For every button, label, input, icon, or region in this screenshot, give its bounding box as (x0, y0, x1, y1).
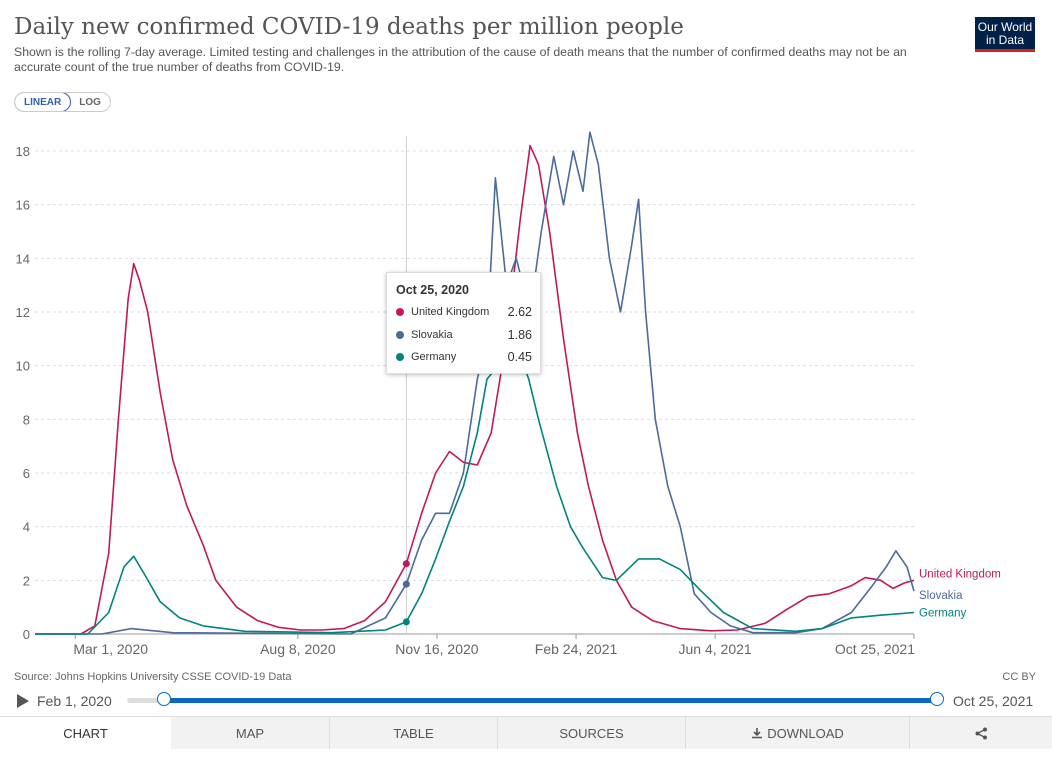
y-tick-label: 10 (16, 359, 30, 374)
play-icon[interactable] (17, 694, 29, 708)
y-tick-label: 4 (23, 520, 30, 535)
series-group (35, 131, 915, 635)
y-axis-ticks: 0 2 4 6 8 10 12 14 16 18 (16, 144, 30, 642)
hover-dot-united-kingdom (402, 560, 410, 568)
tooltip: Oct 25, 2020 United Kingdom 2.62 Slovaki… (386, 272, 541, 374)
y-tick-label: 14 (16, 251, 30, 266)
uk-color-dot (396, 308, 404, 316)
share-icon (975, 727, 987, 739)
tooltip-series-value: 2.62 (507, 305, 532, 319)
tab-download-label: DOWNLOAD (767, 725, 844, 741)
timeline-start-label: Feb 1, 2020 (37, 693, 112, 709)
x-tick-label: Mar 1, 2020 (73, 641, 148, 657)
timeline-start-handle[interactable] (157, 692, 171, 706)
tooltip-row-slovakia: Slovakia 1.86 (396, 327, 532, 343)
y-tick-label: 0 (23, 627, 30, 642)
scale-toggle: LINEAR LOG (14, 92, 111, 112)
tab-download[interactable]: DOWNLOAD (686, 717, 910, 749)
tooltip-series-name: United Kingdom (411, 306, 490, 318)
x-tick-label: Oct 25, 2021 (835, 641, 915, 657)
tooltip-row-united-kingdom: United Kingdom 2.62 (396, 304, 532, 320)
linear-scale-button[interactable]: LINEAR (14, 93, 72, 111)
log-scale-button[interactable]: LOG (79, 97, 101, 108)
license-link[interactable]: CC BY (1002, 671, 1036, 683)
x-tick-label: Aug 8, 2020 (260, 641, 336, 657)
series-line-united-kingdom (35, 144, 915, 635)
end-label-germany: Germany (919, 608, 967, 620)
hover-dot-germany (402, 618, 410, 626)
y-tick-label: 12 (16, 305, 30, 320)
timeline-end-label: Oct 25, 2021 (953, 693, 1034, 709)
logo-line-2: in Data (985, 33, 1025, 47)
tab-share[interactable] (910, 717, 1052, 749)
owid-logo[interactable]: Our World in Data (975, 17, 1035, 52)
y-tick-label: 8 (23, 412, 30, 427)
logo-line-1: Our World (977, 20, 1033, 34)
end-label-slovakia: Slovakia (919, 590, 963, 602)
tab-map[interactable]: MAP (171, 717, 330, 749)
timeline-end-handle[interactable] (930, 692, 944, 706)
tab-chart[interactable]: CHART (0, 717, 171, 749)
chart-subtitle: Shown is the rolling 7-day average. Limi… (14, 45, 907, 74)
series-end-labels: United Kingdom Slovakia Germany (919, 568, 1001, 619)
line-chart[interactable]: 0 2 4 6 8 10 12 14 16 18 Mar 1, 2020 Aug 8, 2020 No… (0, 115, 1052, 665)
germany-color-dot (396, 353, 404, 361)
tooltip-series-name: Slovakia (411, 329, 453, 341)
download-icon (752, 728, 763, 739)
tab-table[interactable]: TABLE (330, 717, 498, 749)
timeline-selected-range (164, 698, 937, 703)
slovakia-color-dot (396, 331, 404, 339)
x-tick-label: Feb 24, 2021 (535, 641, 618, 657)
tab-bar: CHART MAP TABLE SOURCES DOWNLOAD (0, 716, 1052, 749)
timeline: Feb 1, 2020 Oct 25, 2021 (0, 688, 1052, 714)
tooltip-row-germany: Germany 0.45 (396, 349, 532, 365)
y-tick-label: 2 (23, 573, 30, 588)
x-tick-label: Jun 4, 2021 (679, 641, 752, 657)
grid-lines (35, 150, 914, 635)
tooltip-series-value: 1.86 (507, 328, 532, 342)
hover-dots (402, 560, 410, 626)
tooltip-series-name: Germany (411, 351, 457, 363)
tooltip-date: Oct 25, 2020 (396, 283, 469, 297)
y-tick-label: 6 (23, 466, 30, 481)
source-note: Source: Johns Hopkins University CSSE CO… (14, 671, 292, 683)
x-tick-label: Nov 16, 2020 (395, 641, 478, 657)
end-label-united-kingdom: United Kingdom (919, 568, 1001, 580)
tab-sources[interactable]: SOURCES (498, 717, 686, 749)
chart-title: Daily new confirmed COVID-19 deaths per … (14, 14, 684, 40)
x-axis-ticks: Mar 1, 2020 Aug 8, 2020 Nov 16, 2020 Feb 24… (73, 634, 915, 657)
series-line-slovakia (35, 131, 915, 635)
hover-dot-slovakia (402, 580, 410, 588)
tooltip-series-value: 0.45 (507, 350, 532, 364)
series-line-germany (35, 338, 915, 635)
y-tick-label: 16 (16, 198, 30, 213)
y-tick-label: 18 (16, 144, 30, 159)
